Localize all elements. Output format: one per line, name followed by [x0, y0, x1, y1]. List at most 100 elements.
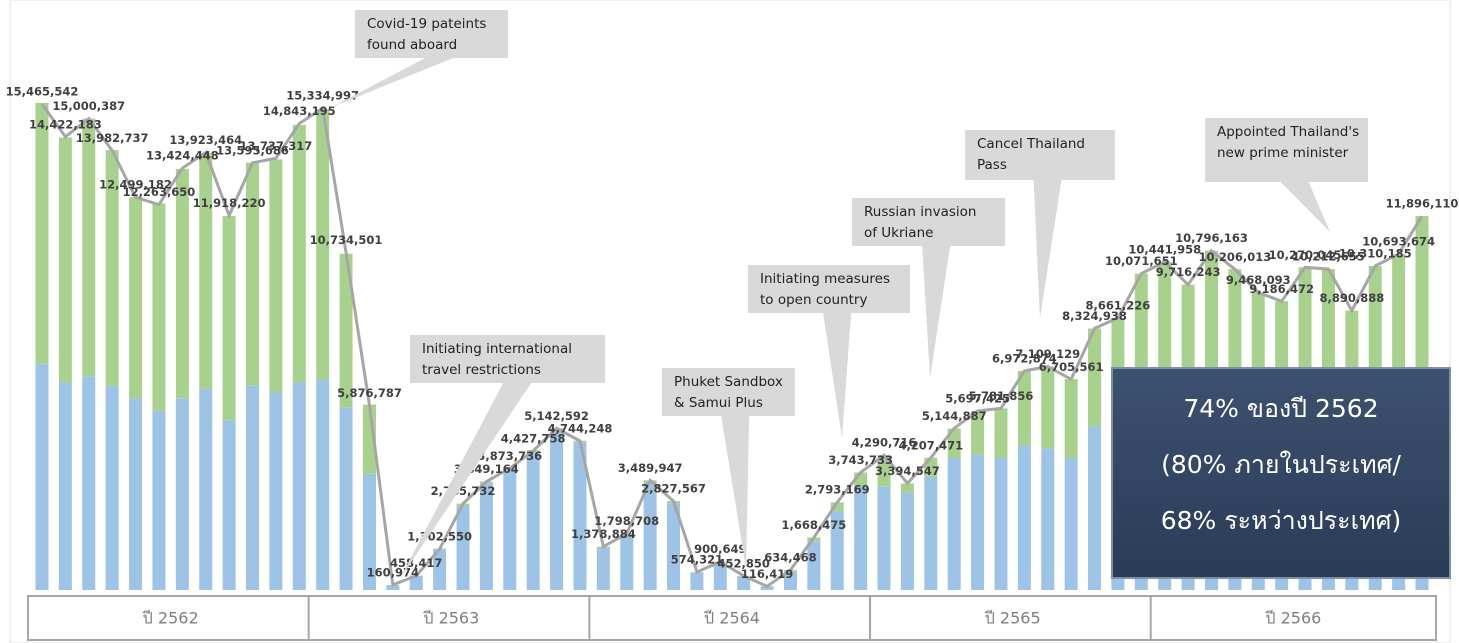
- highlight-text: 74% ของปี 2562: [1183, 394, 1378, 423]
- callout-text: Initiating measures: [760, 271, 890, 287]
- bar: [152, 410, 166, 590]
- callout-pointer: [823, 313, 852, 438]
- bar: [316, 109, 330, 380]
- year-label: ปี 2563: [423, 609, 479, 628]
- bar: [573, 442, 587, 590]
- data-label: 3,873,736: [477, 449, 542, 463]
- data-label: 10,734,501: [310, 233, 383, 247]
- data-label: 13,595,686: [216, 143, 289, 157]
- callout-text: Initiating international: [422, 341, 572, 357]
- bar: [58, 137, 72, 383]
- year-box: [1149, 595, 1438, 641]
- bar: [175, 168, 189, 399]
- bar: [971, 454, 985, 590]
- bar: [760, 586, 774, 590]
- year-label: ปี 2564: [704, 609, 760, 628]
- callout-box: [852, 198, 1005, 246]
- callout-box: [355, 10, 508, 58]
- data-label: 10,071,651: [1105, 254, 1178, 268]
- callout-pointer: [1033, 180, 1062, 318]
- bar: [807, 541, 821, 590]
- data-label: 3,394,547: [875, 464, 940, 478]
- bar: [854, 486, 868, 590]
- bar: [82, 376, 96, 590]
- data-label: 15,334,997: [286, 89, 359, 103]
- data-label: 2,745,732: [431, 484, 496, 498]
- data-label: 4,427,758: [501, 431, 566, 445]
- bar: [292, 382, 306, 590]
- bar: [1017, 445, 1031, 590]
- data-label: 13,737,317: [240, 139, 313, 153]
- bar: [105, 385, 119, 590]
- callout-text: Appointed Thailand's: [1217, 124, 1359, 140]
- data-label: 4,744,248: [548, 421, 613, 435]
- bar: [456, 505, 470, 590]
- year-box: [869, 595, 1157, 641]
- data-label: 900,649: [694, 542, 746, 556]
- bar: [339, 253, 353, 408]
- bar: [783, 571, 797, 590]
- bar: [924, 476, 938, 590]
- bar: [1064, 379, 1078, 459]
- bar: [830, 502, 844, 512]
- callout-text: Pass: [977, 157, 1007, 173]
- bar: [1204, 250, 1218, 405]
- callout-text: Cancel Thailand: [977, 136, 1085, 152]
- bar: [900, 492, 914, 590]
- bar: [269, 159, 283, 393]
- data-label: 2,793,169: [805, 483, 870, 497]
- bar: [386, 585, 400, 590]
- highlight-text: (80% ภายในประเทศ/: [1161, 450, 1401, 479]
- callout-pointer: [1280, 182, 1330, 232]
- data-label: 8,661,226: [1086, 298, 1151, 312]
- bar: [479, 483, 493, 590]
- bar: [620, 535, 634, 590]
- callout-box: [662, 368, 795, 416]
- data-label: 9,716,243: [1156, 265, 1221, 279]
- bar: [433, 549, 447, 590]
- bar: [994, 408, 1008, 459]
- year-label: ปี 2566: [1265, 609, 1321, 628]
- bar: [35, 363, 49, 590]
- data-label: 7,109,129: [1015, 347, 1080, 361]
- bar: [1017, 370, 1031, 446]
- data-label: 5,142,592: [524, 409, 589, 423]
- bar: [175, 398, 189, 590]
- year-box: [27, 595, 315, 641]
- bar: [222, 420, 236, 590]
- data-label: 13,424,448: [146, 149, 219, 163]
- data-label: 1,302,550: [407, 530, 472, 544]
- data-label: 6,972,874: [992, 351, 1057, 365]
- data-label: 10,206,013: [1198, 250, 1271, 264]
- data-label: 15,465,542: [6, 85, 79, 99]
- data-label: 11,918,220: [193, 196, 266, 210]
- data-label: 4,290,716: [852, 436, 917, 450]
- bar: [667, 503, 681, 590]
- data-label: 9,186,472: [1249, 282, 1314, 296]
- year-box: [588, 595, 876, 641]
- bar: [503, 469, 517, 590]
- data-label: 15,000,387: [52, 99, 125, 113]
- data-label: 9,468,093: [1226, 273, 1291, 287]
- bar: [1041, 448, 1055, 590]
- callout-text: Covid-19 pateints: [367, 16, 486, 32]
- bar: [199, 388, 213, 590]
- callout-text: to open country: [760, 292, 867, 308]
- bar: [877, 486, 891, 590]
- data-label: 10,270,045: [1269, 248, 1342, 262]
- bar: [1415, 216, 1429, 393]
- bar: [550, 429, 564, 590]
- year-label: ปี 2562: [142, 609, 198, 628]
- callout-pointer: [922, 246, 951, 378]
- bar: [971, 410, 985, 455]
- bar: [152, 203, 166, 411]
- bar: [1041, 366, 1055, 449]
- bar: [409, 575, 423, 590]
- bar: [737, 576, 751, 590]
- callout-box: [1205, 118, 1368, 182]
- data-label: 452,850: [717, 556, 769, 570]
- data-label: 5,144,887: [922, 409, 987, 423]
- data-label: 1,378,884: [571, 527, 636, 541]
- bar: [222, 216, 236, 421]
